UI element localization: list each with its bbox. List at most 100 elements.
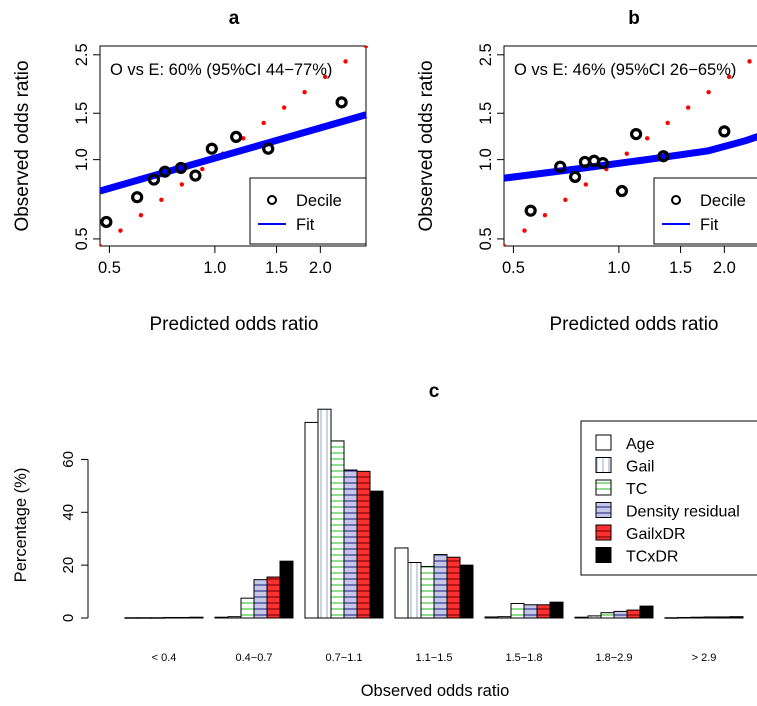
decile-point [174, 161, 188, 175]
panel-b-marks [504, 59, 757, 246]
panel-c-ylabel: Percentage (%) [12, 468, 30, 583]
decile-point [230, 130, 243, 143]
x-tick-label: 1.0 [203, 259, 226, 277]
identity-dot [261, 120, 266, 126]
panel-a-marks [100, 46, 368, 246]
identity-dot [118, 228, 123, 233]
panel-c-y-axis: 0 20 40 60 [60, 451, 89, 622]
category-label: 0.4−0.7 [235, 652, 272, 664]
bar [587, 615, 602, 619]
identity-dot [583, 182, 589, 187]
plot-frame [503, 45, 757, 247]
bar [613, 610, 628, 619]
bar [150, 617, 165, 619]
panel-b-y-axis: 0.5 1.0 1.5 2.5 [477, 43, 504, 250]
identity-dot [322, 74, 328, 79]
identity-dot [747, 59, 752, 64]
legend-label: GailxDR [626, 526, 686, 543]
bar [446, 556, 461, 619]
y-tick-label: 1.0 [73, 148, 91, 171]
identity-dot [159, 197, 164, 203]
y-tick-label: 1.5 [477, 102, 495, 125]
decile-point [615, 184, 628, 198]
decile-point [578, 155, 592, 169]
identity-dot [200, 166, 205, 172]
panel-a-ylabel: Observed odds ratio [12, 60, 33, 231]
panel-c: c Observed odds ratio Percentage (%) 0 20… [12, 381, 757, 700]
bar [549, 601, 564, 619]
bar [189, 616, 204, 619]
legend-swatch [595, 547, 612, 563]
legend-swatch [595, 502, 612, 518]
identity-dot [542, 213, 548, 218]
fit-line [100, 111, 367, 195]
y-tick-label: 40 [60, 504, 77, 521]
bar [304, 421, 319, 619]
legend-swatch [595, 434, 612, 451]
panel-b-annotation: O vs E: 46% (95%CI 26−65%) [514, 61, 736, 79]
identity-dot [624, 151, 629, 156]
legend-decile-symbol [671, 195, 681, 205]
decile-point [630, 127, 643, 141]
identity-dot [138, 213, 144, 218]
bar [703, 616, 718, 619]
identity-dot [563, 197, 568, 203]
bar [394, 547, 409, 619]
panel-b: b Predicted odds ratio Observed odds rat… [416, 8, 757, 335]
decile-point [147, 173, 161, 186]
bar [523, 604, 538, 619]
panel-a-y-axis: 0.5 1.0 1.5 2.5 [73, 43, 100, 250]
legend-label: Density residual [626, 504, 740, 521]
bar [677, 616, 692, 619]
bar [253, 579, 268, 619]
bar [317, 408, 332, 619]
decile-point [131, 191, 144, 204]
decile-point [205, 142, 218, 155]
x-tick-label: 1.0 [607, 259, 630, 277]
identity-dot [179, 182, 185, 187]
decile-point [718, 125, 731, 138]
plot-frame [99, 45, 367, 247]
bar [484, 616, 499, 619]
legend-decile-label: Decile [700, 192, 746, 210]
panel-a-xlabel: Predicted odds ratio [150, 314, 319, 335]
panel-b-plot-area [503, 45, 757, 247]
panel-c-legend: Age Gail TC Density residual GailxDR TCxDR [580, 420, 757, 576]
legend-label: TCxDR [626, 549, 678, 566]
x-tick-label: 1.5 [669, 259, 692, 277]
decile-point [158, 165, 171, 178]
bar [536, 604, 551, 619]
decile-point [657, 150, 670, 163]
bar [639, 605, 654, 619]
decile-point [596, 157, 609, 170]
legend-decile-symbol [267, 195, 277, 205]
legend-fit-label: Fit [296, 216, 315, 234]
bar [690, 616, 705, 619]
bar [214, 616, 229, 619]
panel-b-ylabel: Observed odds ratio [416, 60, 437, 231]
bar [716, 616, 731, 619]
panel-b-legend: Decile Fit [653, 177, 757, 245]
legend-decile-label: Decile [296, 192, 342, 210]
x-tick-label: 1.5 [265, 259, 288, 277]
decile-point [335, 96, 348, 109]
identity-dot [522, 228, 527, 233]
panel-c-bars [124, 408, 744, 619]
decile-point [100, 215, 113, 229]
legend-label: Age [626, 436, 655, 453]
legend-label: TC [626, 481, 647, 498]
bar [459, 564, 474, 619]
legend-fit-label: Fit [700, 216, 719, 234]
bar [266, 576, 281, 619]
category-label: 0.7−1.1 [325, 652, 362, 664]
x-tick-label: 2.0 [713, 259, 736, 277]
identity-dot [645, 136, 650, 141]
y-tick-label: 60 [60, 451, 77, 468]
identity-dot [343, 59, 348, 64]
bar [729, 616, 744, 619]
bar [510, 602, 525, 619]
identity-dot [726, 74, 732, 79]
panel-b-x-axis: 0.5 1.0 1.5 2.0 [502, 246, 736, 277]
legend-label: Gail [626, 459, 654, 476]
bar [600, 612, 615, 619]
